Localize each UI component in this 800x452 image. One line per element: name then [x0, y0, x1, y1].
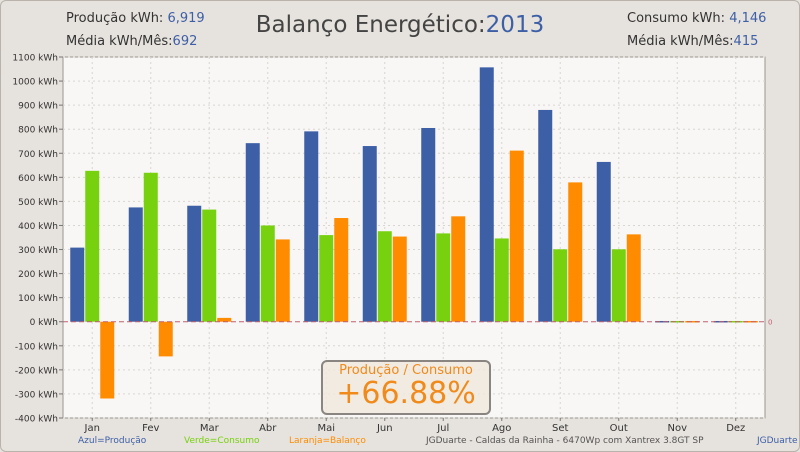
zero-marker-label: 0: [768, 319, 772, 327]
bar-production: [304, 131, 319, 322]
bar-production: [187, 205, 202, 322]
plot-area: [62, 56, 766, 419]
bar-balance: [158, 321, 173, 357]
consumption-average: Média kWh/Mês:415: [627, 34, 758, 49]
x-tick-label: Set: [552, 423, 569, 434]
bar-consumption: [377, 231, 392, 322]
chart-year: 2013: [485, 12, 545, 38]
x-tick-label: Nov: [667, 423, 687, 434]
consumption-average-label: Média kWh/Mês:: [627, 34, 734, 49]
bar-consumption: [202, 209, 217, 322]
y-tick-label: 200 kWh: [18, 270, 58, 280]
y-tick-label: 300 kWh: [18, 246, 58, 256]
y-tick-label: -200 kWh: [15, 366, 58, 376]
consumption-total-value: 4,146: [729, 11, 767, 26]
x-tick-label: Mar: [200, 423, 220, 434]
bar-production: [128, 207, 143, 322]
production-total-label: Produção kWh:: [66, 11, 164, 26]
consumption-average-value: 415: [733, 34, 759, 49]
bar-consumption: [611, 249, 626, 322]
bar-consumption: [436, 233, 451, 322]
x-tick-label: Jan: [84, 423, 100, 434]
y-tick-label: 800 kWh: [18, 126, 58, 136]
bar-consumption: [494, 238, 509, 322]
consumption-total: Consumo kWh: 4,146: [627, 11, 766, 26]
bar-balance: [217, 317, 232, 322]
consumption-total-label: Consumo kWh:: [627, 11, 726, 26]
bar-consumption: [143, 172, 158, 322]
y-tick-label: 900 kWh: [18, 102, 58, 112]
y-tick-label: -400 kWh: [15, 415, 58, 425]
x-tick-label: Mai: [317, 423, 335, 434]
bar-balance: [451, 216, 466, 322]
bar-consumption: [260, 225, 275, 322]
bar-production: [421, 127, 436, 322]
y-tick-label: -300 kWh: [15, 390, 58, 400]
bar-production: [596, 161, 611, 322]
bar-balance: [509, 150, 524, 322]
bar-balance: [275, 239, 290, 322]
bar-production: [479, 67, 494, 322]
x-tick-label: Dez: [726, 423, 745, 434]
author-credit: JGDuarte: [757, 436, 798, 446]
bar-balance: [100, 321, 115, 399]
y-tick-label: -100 kWh: [15, 342, 58, 352]
production-total: Produção kWh: 6,919: [66, 11, 205, 26]
y-tick-label: 1100 kWh: [12, 54, 58, 64]
x-tick-label: Jul: [436, 423, 449, 434]
legend-production: Azul=Produção: [78, 436, 147, 446]
x-tick-label: Jun: [376, 423, 393, 434]
y-tick-label: 0 kWh: [30, 318, 58, 328]
bar-balance: [392, 236, 407, 322]
bar-production: [362, 146, 377, 322]
y-tick-label: 700 kWh: [18, 150, 58, 160]
bar-consumption: [319, 235, 334, 322]
x-tick-label: Ago: [492, 423, 511, 434]
production-average: Média kWh/Mês:692: [66, 34, 197, 49]
bar-consumption: [85, 170, 100, 322]
bar-balance: [568, 182, 583, 322]
bar-production: [538, 109, 553, 322]
production-total-value: 6,919: [167, 11, 205, 26]
ratio-value: +66.88%: [336, 376, 476, 411]
installation-info: JGDuarte - Caldas da Rainha - 6470Wp com…: [426, 436, 704, 446]
bar-production: [655, 320, 670, 323]
y-tick-label: 400 kWh: [18, 222, 58, 232]
ratio-label: Produção / Consumo: [339, 363, 473, 378]
bar-production: [245, 143, 260, 322]
bar-production: [70, 247, 85, 322]
y-tick-label: 1000 kWh: [12, 78, 58, 88]
x-tick-label: Out: [610, 423, 628, 434]
bar-consumption: [670, 320, 685, 323]
bar-balance: [685, 320, 700, 323]
production-average-label: Média kWh/Mês:: [66, 34, 173, 49]
x-tick-label: Fev: [142, 423, 159, 434]
bar-balance: [626, 234, 641, 322]
y-tick-label: 500 kWh: [18, 198, 58, 208]
legend-balance: Laranja=Balanço: [289, 436, 366, 446]
bar-consumption: [553, 249, 568, 322]
y-tick-label: 100 kWh: [18, 294, 58, 304]
bar-balance: [743, 320, 758, 323]
y-tick-label: 600 kWh: [18, 174, 58, 184]
chart-title-text: Balanço Energético:: [255, 12, 486, 38]
bar-balance: [334, 218, 349, 322]
production-consumption-ratio-box: Produção / Consumo +66.88%: [321, 360, 491, 415]
x-tick-label: Abr: [259, 423, 277, 434]
production-average-value: 692: [172, 34, 198, 49]
legend-consumption: Verde=Consumo: [184, 436, 260, 446]
chart-title: Balanço Energético:2013: [0, 12, 800, 38]
